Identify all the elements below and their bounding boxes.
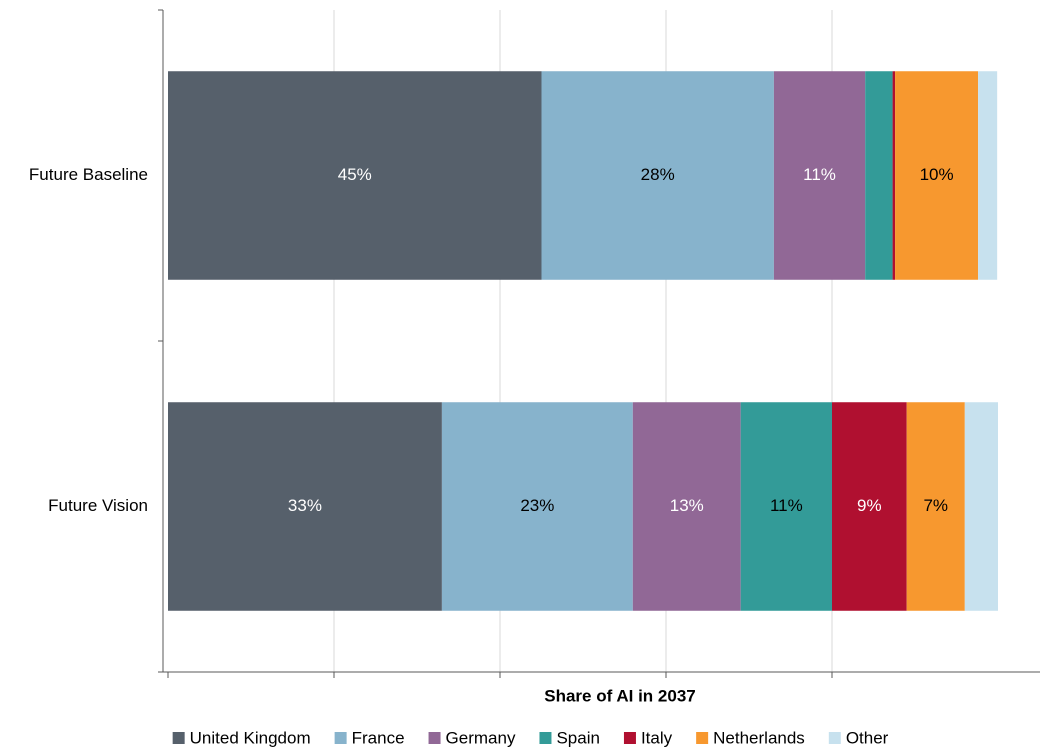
legend-swatch: [539, 732, 552, 744]
legend-label: France: [352, 728, 405, 747]
legend-label: United Kingdom: [190, 728, 311, 747]
bar-segment: [632, 402, 741, 611]
legend-swatch: [334, 732, 347, 744]
legend-item: United Kingdom: [172, 728, 311, 747]
bar-segment: [865, 71, 893, 280]
data-label: 45%: [338, 165, 372, 184]
legend-swatch: [172, 732, 185, 744]
legend-label: Other: [846, 728, 889, 747]
data-label: 23%: [520, 496, 554, 515]
legend-item: Spain: [539, 728, 600, 747]
data-label: 11%: [770, 496, 803, 515]
data-label: 7%: [923, 496, 948, 515]
data-label: 11%: [803, 165, 836, 184]
legend-item: Germany: [428, 728, 516, 747]
legend-label: Netherlands: [713, 728, 805, 747]
data-label: 13%: [670, 496, 704, 515]
bar-segment: [168, 402, 442, 611]
bar-segment: [978, 71, 998, 280]
bar-segment: [895, 71, 979, 280]
legend-label: Spain: [556, 728, 599, 747]
bar-segment: [906, 402, 965, 611]
bar-segment: [168, 71, 542, 280]
bar-segment: [892, 71, 896, 280]
legend-swatch: [623, 732, 636, 744]
legend-label: Germany: [446, 728, 516, 747]
legend-item: Other: [828, 728, 889, 747]
bar-segment: [740, 402, 832, 611]
bar-segment: [773, 71, 866, 280]
bar-segment: [832, 402, 907, 611]
data-label: 10%: [920, 165, 954, 184]
legend-swatch: [828, 732, 841, 744]
legend-item: France: [334, 728, 405, 747]
legend-item: Netherlands: [696, 728, 805, 747]
y-tick-label: Future Vision: [48, 496, 148, 515]
legend-item: Italy: [623, 728, 673, 747]
data-label: 33%: [288, 496, 322, 515]
legend-swatch: [428, 732, 441, 744]
x-axis-label: Share of AI in 2037: [544, 686, 695, 705]
bar-segment: [441, 402, 633, 611]
legend-swatch: [696, 732, 709, 744]
data-label: 9%: [857, 496, 882, 515]
y-tick-label: Future Baseline: [29, 165, 148, 184]
data-label: 28%: [641, 165, 675, 184]
legend-label: Italy: [641, 728, 673, 747]
bar-segment: [964, 402, 998, 611]
bar-segment: [541, 71, 774, 280]
